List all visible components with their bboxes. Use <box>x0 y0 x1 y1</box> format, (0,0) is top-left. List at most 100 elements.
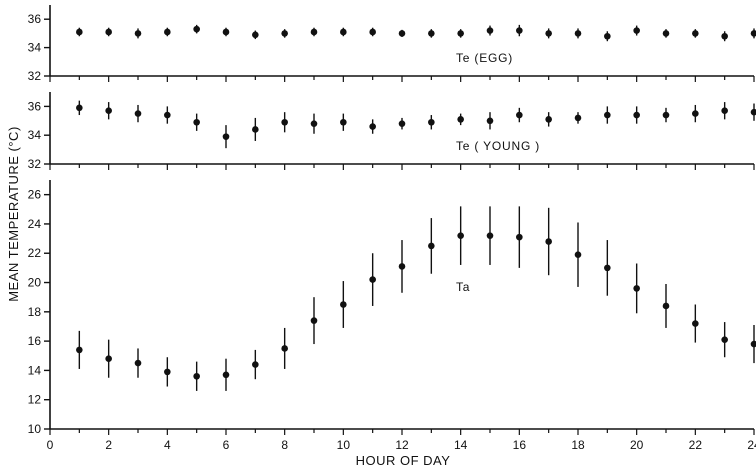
data-point <box>486 232 494 239</box>
panel-label: Ta <box>456 280 470 294</box>
data-point <box>486 117 494 125</box>
data-point <box>105 355 112 362</box>
y-tick-label: 18 <box>28 305 42 319</box>
data-point <box>252 361 259 368</box>
data-point <box>721 107 728 115</box>
data-point <box>134 110 142 117</box>
data-point <box>222 28 230 36</box>
data-point <box>76 28 83 36</box>
data-point <box>428 30 435 37</box>
data-point <box>750 30 756 37</box>
data-point <box>164 111 171 119</box>
data-point <box>193 25 200 33</box>
data-point <box>692 30 699 37</box>
data-point <box>545 238 552 245</box>
data-point <box>692 320 699 327</box>
data-point <box>604 264 611 272</box>
data-point <box>310 28 318 36</box>
data-point <box>574 30 582 37</box>
y-tick-label: 26 <box>28 188 42 202</box>
data-point <box>545 30 552 37</box>
y-tick-label: 36 <box>28 99 42 113</box>
data-point <box>76 104 83 112</box>
data-point <box>457 116 464 123</box>
data-point <box>545 116 552 123</box>
panel-label: Te (EGG) <box>456 51 513 65</box>
y-tick-label: 10 <box>28 422 42 436</box>
data-point <box>281 345 288 352</box>
data-point <box>134 359 142 367</box>
data-point <box>222 371 230 379</box>
x-tick-label: 12 <box>395 438 409 452</box>
chart-panels: 32 34 36 Te (EGG) 32 34 36 Te ( YOUNG ) 10 12 14 16… <box>28 5 756 452</box>
data-point <box>428 118 435 126</box>
y-tick-label: 24 <box>28 217 42 231</box>
y-tick-label: 12 <box>28 393 42 407</box>
data-point <box>633 111 640 119</box>
data-point <box>457 30 464 37</box>
data-point <box>574 251 582 258</box>
data-point <box>428 242 435 250</box>
data-point <box>398 120 406 127</box>
x-tick-label: 4 <box>164 438 171 452</box>
data-point <box>164 28 171 36</box>
x-tick-label: 22 <box>689 438 703 452</box>
data-point <box>193 118 200 126</box>
data-point <box>721 336 728 343</box>
data-point <box>516 27 523 34</box>
data-point <box>340 28 347 36</box>
y-tick-label: 16 <box>28 334 42 348</box>
data-point <box>281 30 288 37</box>
y-tick-label: 20 <box>28 276 42 290</box>
x-tick-label: 24 <box>747 438 756 452</box>
data-point <box>662 111 670 119</box>
x-tick-label: 8 <box>281 438 288 452</box>
data-point <box>134 30 142 37</box>
y-axis-title: MEAN TEMPERATURE (°C) <box>6 126 21 302</box>
data-point <box>76 346 83 354</box>
y-tick-label: 14 <box>28 363 42 377</box>
data-point <box>398 263 406 270</box>
data-point <box>633 27 640 34</box>
data-point <box>340 118 347 126</box>
data-point <box>252 31 259 39</box>
data-point <box>164 368 171 376</box>
x-tick-label: 10 <box>337 438 351 452</box>
data-point <box>692 110 699 117</box>
x-tick-label: 16 <box>513 438 527 452</box>
y-tick-label: 22 <box>28 246 42 260</box>
data-point <box>281 118 288 126</box>
x-axis-title: HOUR OF DAY <box>356 453 451 468</box>
y-tick-label: 34 <box>28 128 42 142</box>
x-tick-label: 2 <box>105 438 112 452</box>
y-tick-label: 32 <box>28 157 42 171</box>
data-point <box>574 114 582 122</box>
data-point <box>252 126 259 133</box>
x-tick-label: 6 <box>223 438 230 452</box>
data-point <box>516 111 523 119</box>
data-point <box>310 317 318 324</box>
data-point <box>633 285 640 292</box>
panel-1: 32 34 36 Te (EGG) <box>28 5 756 83</box>
data-point <box>340 301 347 308</box>
panel-3: 101214161820222426024681012141618202224T… <box>28 180 756 452</box>
x-tick-label: 18 <box>571 438 585 452</box>
data-point <box>193 372 200 380</box>
data-point <box>105 107 112 115</box>
y-tick-label: 34 <box>28 41 42 55</box>
data-point <box>662 30 670 37</box>
panel-label: Te ( YOUNG ) <box>456 139 540 153</box>
x-tick-label: 14 <box>454 438 468 452</box>
data-point <box>750 340 756 348</box>
data-point <box>721 32 728 40</box>
panel-2: 32 34 36 Te ( YOUNG ) <box>28 92 756 171</box>
data-point <box>222 133 230 140</box>
data-point <box>516 233 523 241</box>
data-point <box>750 108 756 116</box>
data-point <box>604 111 611 119</box>
data-point <box>369 28 376 36</box>
data-point <box>369 123 376 130</box>
data-point <box>486 27 494 34</box>
y-tick-label: 36 <box>28 12 42 26</box>
